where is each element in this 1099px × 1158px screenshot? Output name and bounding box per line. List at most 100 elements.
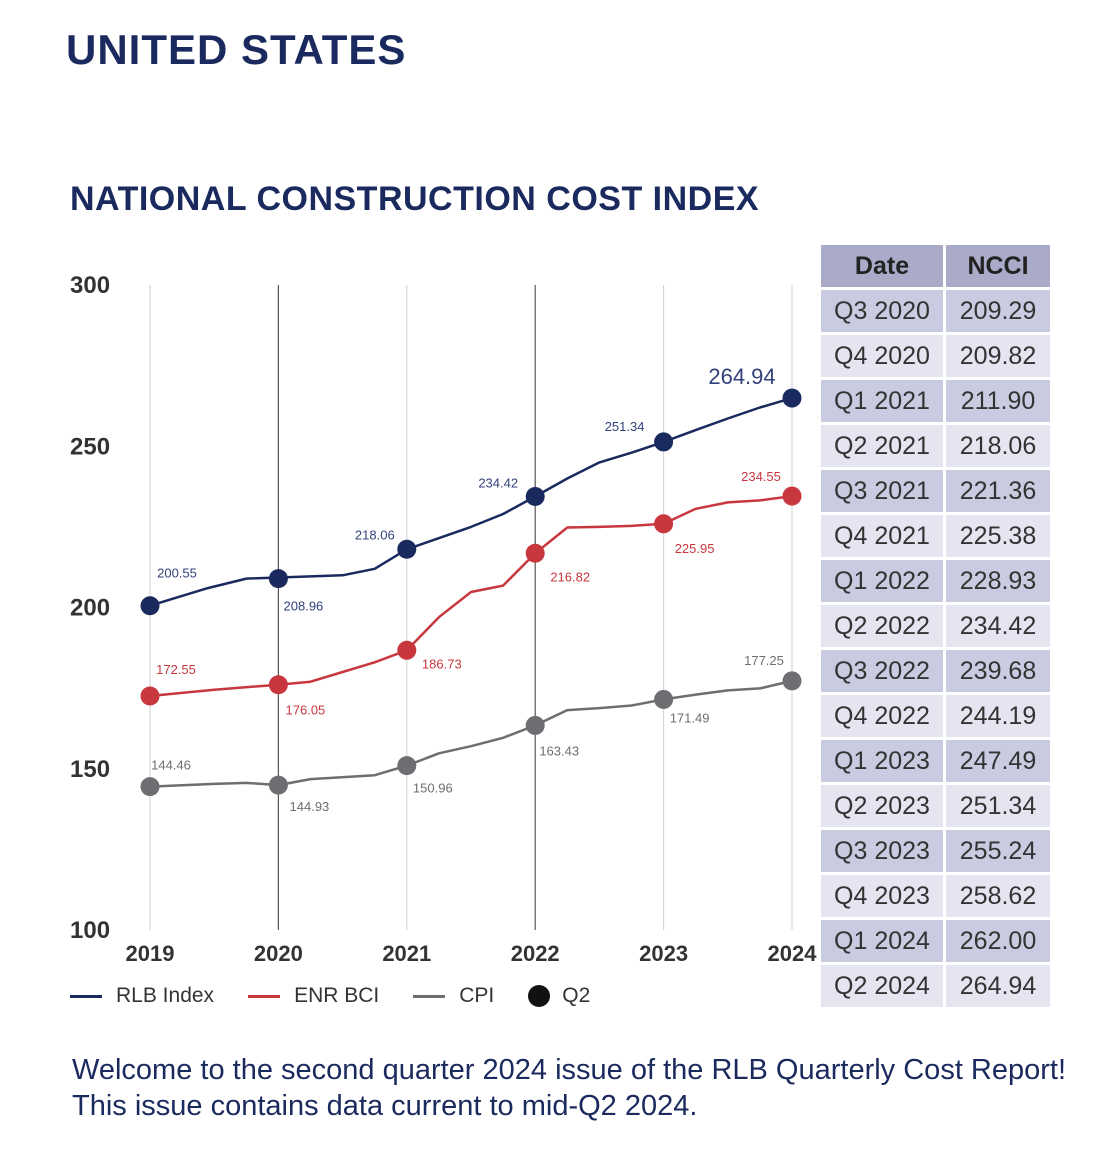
table-cell-ncci: 221.36 [946, 470, 1050, 512]
table-cell-ncci: 211.90 [946, 380, 1050, 422]
table-cell-ncci: 209.82 [946, 335, 1050, 377]
table-row: Q1 2024 262.00 [821, 920, 1050, 962]
table-row: Q4 2023 258.62 [821, 875, 1050, 917]
chart-legend: RLB Index ENR BCI CPI Q2 [70, 984, 624, 1008]
y-tick-label: 300 [70, 272, 110, 299]
data-label-cpi: 171.49 [670, 710, 710, 725]
data-label-cpi: 144.93 [290, 799, 330, 814]
table-cell-date: Q4 2021 [821, 515, 943, 557]
data-label-rlb-index: 264.94 [708, 364, 775, 389]
table-cell-date: Q3 2023 [821, 830, 943, 872]
data-label-enr-bci: 172.55 [156, 662, 196, 677]
table-cell-ncci: 264.94 [946, 965, 1050, 1007]
data-label-enr-bci: 176.05 [286, 703, 326, 718]
table-row: Q3 2020 209.29 [821, 290, 1050, 332]
table-cell-date: Q3 2021 [821, 470, 943, 512]
data-point-cpi [268, 775, 288, 795]
series-line-enr-bci [149, 494, 793, 698]
table-cell-ncci: 244.19 [946, 695, 1050, 737]
table-row: Q3 2022 239.68 [821, 650, 1050, 692]
data-label-rlb-index: 208.96 [284, 599, 324, 614]
table-cell-date: Q1 2022 [821, 560, 943, 602]
series-line-cpi [149, 679, 793, 788]
table-cell-ncci: 239.68 [946, 650, 1050, 692]
legend-line-swatch [248, 994, 281, 998]
legend-label: RLB Index [116, 984, 215, 1007]
data-point-enr-bci [525, 543, 545, 563]
legend-item-q2: Q2 [528, 984, 590, 1008]
table-cell-ncci: 255.24 [946, 830, 1050, 872]
table-cell-date: Q4 2020 [821, 335, 943, 377]
data-point-cpi [397, 756, 417, 776]
data-point-rlb-index [268, 569, 288, 589]
table-row: Q1 2022 228.93 [821, 560, 1050, 602]
data-point-cpi [654, 689, 674, 709]
table-body: Q3 2020 209.29 Q4 2020 209.82 Q1 2021 211.90 Q… [821, 290, 1050, 1007]
data-point-rlb-index [782, 388, 802, 408]
data-label-rlb-index: 234.42 [478, 475, 518, 490]
legend-item-rlb-index: RLB Index [70, 984, 214, 1008]
table-row: Q1 2021 211.90 [821, 380, 1050, 422]
page-heading: UNITED STATES [66, 26, 407, 73]
data-point-enr-bci [397, 640, 417, 660]
table-row: Q4 2020 209.82 [821, 335, 1050, 377]
data-label-rlb-index: 218.06 [355, 527, 395, 542]
legend-label: CPI [459, 984, 495, 1007]
intro-paragraph: Welcome to the second quarter 2024 issue… [72, 1054, 1067, 1122]
y-tick-label: 200 [70, 595, 110, 622]
data-point-enr-bci [268, 675, 288, 695]
table-cell-ncci: 225.38 [946, 515, 1050, 557]
series-line-rlb-index [149, 396, 793, 607]
legend-line-swatch [413, 994, 446, 998]
data-point-cpi [782, 671, 802, 691]
data-label-cpi: 177.25 [744, 653, 784, 668]
table-row: Q2 2024 264.94 [821, 965, 1050, 1007]
table-header-date: Date [821, 245, 943, 287]
table-cell-date: Q1 2023 [821, 740, 943, 782]
legend-label: Q2 [562, 984, 591, 1007]
y-tick-label: 150 [70, 756, 110, 783]
table-row: Q2 2023 251.34 [821, 785, 1050, 827]
table-cell-date: Q2 2021 [821, 425, 943, 467]
table-cell-date: Q2 2024 [821, 965, 943, 1007]
table-cell-date: Q3 2020 [821, 290, 943, 332]
table-cell-ncci: 228.93 [946, 560, 1050, 602]
data-label-rlb-index: 251.34 [605, 419, 645, 434]
table-cell-ncci: 234.42 [946, 605, 1050, 647]
legend-dot-swatch [528, 985, 551, 1007]
data-label-cpi: 144.46 [151, 758, 191, 773]
table-cell-date: Q1 2024 [821, 920, 943, 962]
legend-line-swatch [70, 994, 102, 998]
data-label-enr-bci: 234.55 [741, 469, 781, 484]
data-label-enr-bci: 216.82 [550, 569, 590, 584]
x-tick-label: 2021 [382, 941, 431, 966]
x-tick-label: 2020 [254, 941, 303, 966]
legend-label: ENR BCI [294, 984, 380, 1007]
table-cell-date: Q2 2023 [821, 785, 943, 827]
x-tick-label: 2019 [126, 941, 175, 966]
data-label-enr-bci: 186.73 [422, 656, 462, 671]
table-cell-date: Q2 2022 [821, 605, 943, 647]
data-point-cpi [525, 715, 545, 735]
data-label-cpi: 163.43 [539, 743, 579, 758]
x-tick-label: 2023 [639, 941, 688, 966]
table-cell-ncci: 218.06 [946, 425, 1050, 467]
table-cell-date: Q4 2022 [821, 695, 943, 737]
table-row: Q3 2021 221.36 [821, 470, 1050, 512]
legend-item-cpi: CPI [413, 984, 494, 1008]
table-cell-date: Q1 2021 [821, 380, 943, 422]
table-row: Q3 2023 255.24 [821, 830, 1050, 872]
ncci-table: Date NCCI Q3 2020 209.29 Q4 2020 209.82 Q1 2… [818, 242, 1053, 1010]
data-label-enr-bci: 225.95 [675, 541, 715, 556]
data-point-rlb-index [397, 539, 417, 559]
table-cell-date: Q3 2022 [821, 650, 943, 692]
table-cell-ncci: 251.34 [946, 785, 1050, 827]
table-row: Q4 2022 244.19 [821, 695, 1050, 737]
table-row: Q2 2022 234.42 [821, 605, 1050, 647]
data-point-enr-bci [140, 686, 160, 706]
table-header-row: Date NCCI [821, 245, 1050, 287]
legend-item-enr-bci: ENR BCI [248, 984, 379, 1008]
table-cell-date: Q4 2023 [821, 875, 943, 917]
table-header-ncci: NCCI [946, 245, 1050, 287]
table-cell-ncci: 247.49 [946, 740, 1050, 782]
